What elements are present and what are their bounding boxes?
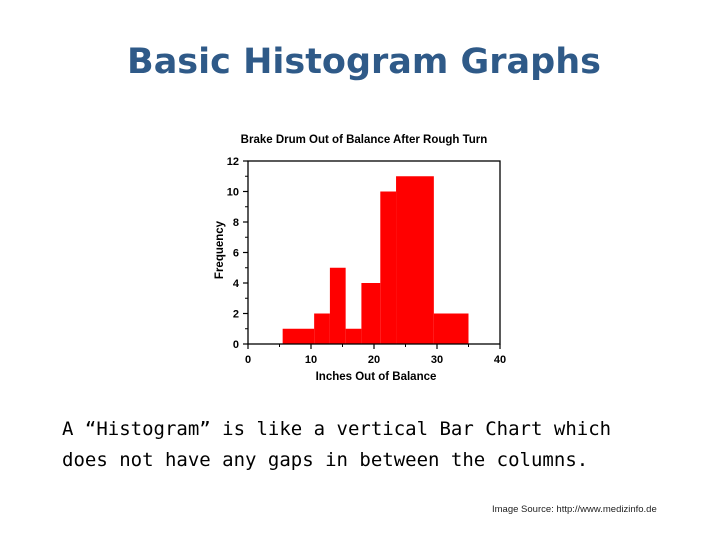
slide-title: Basic Histogram Graphs: [127, 42, 601, 82]
x-tick-label: 30: [431, 354, 443, 366]
histogram-bar: [345, 328, 362, 344]
y-tick-label: 0: [233, 339, 239, 351]
y-tick-label: 12: [227, 156, 239, 168]
x-axis-label: Inches Out of Balance: [316, 371, 437, 383]
histogram-bar: [433, 313, 469, 344]
x-tick-label: 20: [368, 354, 380, 366]
y-tick-label: 6: [233, 248, 239, 260]
chart-title: Brake Drum Out of Balance After Rough Tu…: [241, 134, 488, 146]
histogram-bar: [380, 191, 397, 344]
y-axis: 0 2 4 6 8 10 12: [227, 156, 248, 351]
histogram-bar: [396, 176, 434, 344]
caption: A “Histogram” is like a vertical Bar Cha…: [62, 414, 682, 476]
bars-group: [282, 176, 469, 344]
x-tick-label: 40: [494, 354, 506, 366]
caption-line-1: A “Histogram” is like a vertical Bar Cha…: [62, 418, 612, 440]
histogram-bar: [329, 267, 346, 344]
x-tick-label: 0: [245, 354, 251, 366]
y-tick-label: 4: [233, 278, 240, 290]
histogram-bar: [314, 313, 330, 344]
y-tick-label: 8: [233, 217, 239, 229]
image-source: Image Source: http://www.medizinfo.de: [492, 504, 657, 515]
histogram-chart: 0 2 4 6 8 10 12 0 10 20 30 40 Brake Drum Out of Ba…: [200, 128, 530, 388]
histogram-svg: 0 2 4 6 8 10 12 0 10 20 30 40 Brake Drum Out of Ba…: [214, 134, 506, 383]
histogram-bar: [361, 283, 381, 344]
caption-line-2: does not have any gaps in between the co…: [62, 449, 589, 471]
y-axis-label: Frequency: [214, 220, 226, 279]
y-tick-label: 10: [227, 187, 239, 199]
histogram-bar: [282, 328, 315, 344]
x-tick-label: 10: [305, 354, 317, 366]
x-axis: 0 10 20 30 40: [245, 344, 506, 366]
y-tick-label: 2: [233, 309, 239, 321]
